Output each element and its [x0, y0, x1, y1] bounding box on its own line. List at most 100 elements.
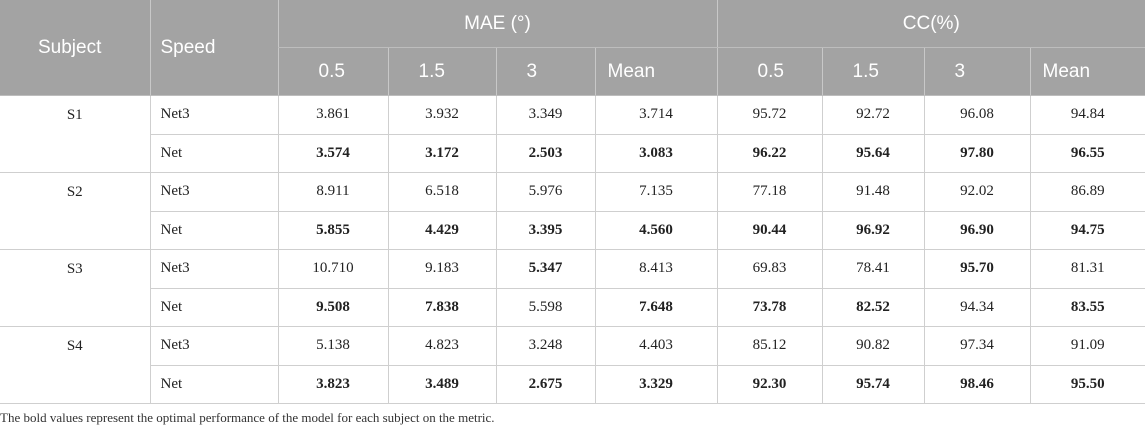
footnote: The bold values represent the optimal pe…: [0, 410, 495, 425]
value-cell: 10.710: [277, 249, 389, 289]
value-cell: 82.52: [821, 287, 925, 327]
speed-cell: Net: [149, 287, 279, 327]
value-cell: 3.932: [387, 95, 497, 135]
sub-header: 1.5: [387, 47, 496, 96]
value-cell: 77.18: [716, 172, 823, 212]
value-cell: 2.503: [495, 133, 596, 173]
value-cell: 5.138: [277, 326, 389, 366]
value-cell: 94.34: [923, 287, 1031, 327]
value-cell: 9.508: [277, 287, 389, 327]
speed-cell: Net3: [149, 172, 279, 212]
value-cell: 3.329: [594, 364, 718, 404]
data-row: Net 3.574 3.172 2.503 3.083 96.22 95.64 97.80 96…: [0, 133, 1145, 173]
value-cell: 83.55: [1029, 287, 1145, 327]
sub-header: 0.5: [716, 47, 823, 96]
speed-cell: Net3: [149, 249, 279, 289]
header-row: Subject Speed MAE (°) CC(%): [0, 0, 1145, 96]
value-cell: 5.855: [277, 210, 389, 250]
value-cell: 5.598: [495, 287, 596, 327]
value-cell: 7.648: [594, 287, 718, 327]
value-cell: 92.30: [716, 364, 823, 404]
value-cell: 90.82: [821, 326, 925, 366]
value-cell: 95.64: [821, 133, 925, 173]
sub-header: 1.5: [821, 47, 925, 96]
header-cell: Speed: [149, 0, 278, 96]
data-row: Net 3.823 3.489 2.675 3.329 92.30 95.74 98.46 95…: [0, 364, 1145, 404]
value-cell: 78.41: [821, 249, 925, 289]
value-cell: 9.183: [387, 249, 497, 289]
value-cell: 92.72: [821, 95, 925, 135]
sub-header: Mean: [1029, 47, 1145, 96]
value-cell: 85.12: [716, 326, 823, 366]
sub-header: 0.5: [277, 47, 388, 96]
value-cell: 5.976: [495, 172, 596, 212]
value-cell: 3.083: [594, 133, 718, 173]
value-cell: 3.714: [594, 95, 718, 135]
value-cell: 3.248: [495, 326, 596, 366]
value-cell: 4.429: [387, 210, 497, 250]
value-cell: 91.09: [1029, 326, 1145, 366]
value-cell: 2.675: [495, 364, 596, 404]
value-cell: 96.55: [1029, 133, 1145, 173]
value-cell: 95.72: [716, 95, 823, 135]
subject-cell: S3: [0, 249, 151, 327]
value-cell: 97.34: [923, 326, 1031, 366]
value-cell: 5.347: [495, 249, 596, 289]
value-cell: 90.44: [716, 210, 823, 250]
data-row: Net 9.508 7.838 5.598 7.648 73.78 82.52 94.34 83…: [0, 287, 1145, 327]
subject-cell: S2: [0, 172, 151, 250]
value-cell: 8.911: [277, 172, 389, 212]
subject-cell: S4: [0, 326, 151, 404]
value-cell: 98.46: [923, 364, 1031, 404]
results-table: Subject Speed MAE (°) CC(%) 0.5 1.5 3 Mean 0.5 1.…: [0, 0, 1145, 404]
value-cell: 96.22: [716, 133, 823, 173]
data-row: Net 5.855 4.429 3.395 4.560 90.44 96.92 96.90 94…: [0, 210, 1145, 250]
value-cell: 81.31: [1029, 249, 1145, 289]
sub-header: 3: [495, 47, 595, 96]
speed-cell: Net: [149, 364, 279, 404]
speed-cell: Net3: [149, 326, 279, 366]
value-cell: 4.403: [594, 326, 718, 366]
value-cell: 73.78: [716, 287, 823, 327]
header-cell: Subject: [0, 0, 150, 96]
value-cell: 97.80: [923, 133, 1031, 173]
data-row: S2 Net3 8.911 6.518 5.976 7.135 77.18 91.48 92.0…: [0, 172, 1145, 250]
value-cell: 69.83: [716, 249, 823, 289]
value-cell: 96.90: [923, 210, 1031, 250]
sub-header: 3: [923, 47, 1031, 96]
value-cell: 3.349: [495, 95, 596, 135]
value-cell: 8.413: [594, 249, 718, 289]
value-cell: 91.48: [821, 172, 925, 212]
value-cell: 3.823: [277, 364, 389, 404]
value-cell: 95.74: [821, 364, 925, 404]
header-row: 0.5 1.5 3 Mean 0.5 1.5 3 Mean: [0, 47, 1145, 96]
data-row: S4 Net3 5.138 4.823 3.248 4.403 85.12 90.82 97.3…: [0, 326, 1145, 404]
value-cell: 4.560: [594, 210, 718, 250]
value-cell: 7.135: [594, 172, 718, 212]
value-cell: 96.08: [923, 95, 1031, 135]
data-row: S3 Net3 10.710 9.183 5.347 8.413 69.83 78.41 95.…: [0, 249, 1145, 327]
value-cell: 4.823: [387, 326, 497, 366]
value-cell: 3.395: [495, 210, 596, 250]
value-cell: 3.574: [277, 133, 389, 173]
speed-cell: Net: [149, 133, 279, 173]
value-cell: 95.70: [923, 249, 1031, 289]
value-cell: 3.861: [277, 95, 389, 135]
group-header: MAE (°): [277, 0, 718, 48]
value-cell: 6.518: [387, 172, 497, 212]
value-cell: 94.75: [1029, 210, 1145, 250]
speed-cell: Net3: [149, 95, 279, 135]
value-cell: 92.02: [923, 172, 1031, 212]
value-cell: 3.172: [387, 133, 497, 173]
sub-header: Mean: [594, 47, 718, 96]
subject-cell: S1: [0, 95, 151, 173]
group-header: CC(%): [716, 0, 1145, 48]
value-cell: 3.489: [387, 364, 497, 404]
data-row: S1 Net3 3.861 3.932 3.349 3.714 95.72 92.72 96.0…: [0, 95, 1145, 173]
value-cell: 94.84: [1029, 95, 1145, 135]
value-cell: 86.89: [1029, 172, 1145, 212]
speed-cell: Net: [149, 210, 279, 250]
value-cell: 96.92: [821, 210, 925, 250]
value-cell: 95.50: [1029, 364, 1145, 404]
